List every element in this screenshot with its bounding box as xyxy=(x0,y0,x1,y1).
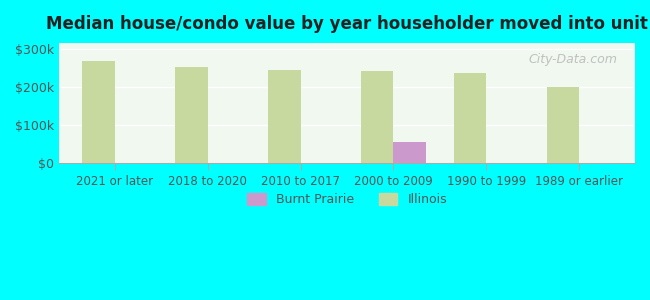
Bar xyxy=(547,87,579,163)
Bar xyxy=(175,67,207,163)
Bar xyxy=(268,70,300,163)
Legend: Burnt Prairie, Illinois: Burnt Prairie, Illinois xyxy=(242,188,452,211)
Bar xyxy=(82,61,115,163)
Bar xyxy=(361,71,393,163)
Text: City-Data.com: City-Data.com xyxy=(529,52,617,65)
Bar xyxy=(393,142,426,163)
Bar xyxy=(454,74,486,163)
Title: Median house/condo value by year householder moved into unit: Median house/condo value by year househo… xyxy=(46,15,648,33)
